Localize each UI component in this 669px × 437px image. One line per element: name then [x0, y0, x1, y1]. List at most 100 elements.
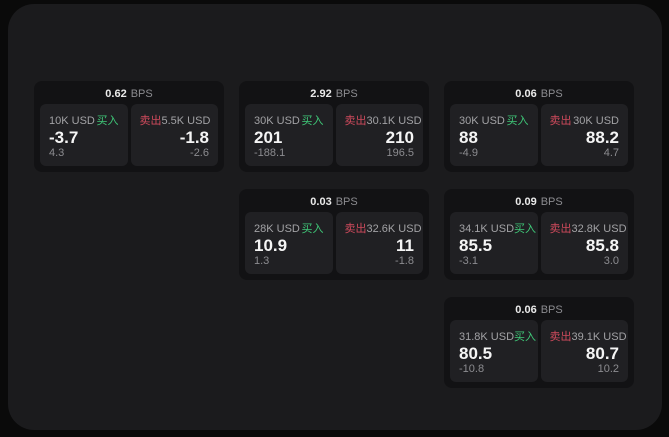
sell-pane-top: 卖出 30K USD	[550, 112, 620, 128]
buy-notional-amount: 31.8K USD	[459, 331, 515, 343]
spread-value: 0.62	[105, 88, 127, 100]
sell-pane-top: 卖出 39.1K USD	[549, 328, 627, 344]
quote-panes: 31.8K USD 买入 80.5 -10.8 卖出 39.1K USD 80.…	[450, 320, 628, 382]
sell-quote-value: 210	[385, 127, 414, 147]
sell-delta-value: -1.8	[395, 255, 414, 267]
sell-pane-top: 卖出 5.5K USD	[139, 112, 211, 128]
buy-side-label: 买入	[301, 115, 324, 127]
sell-delta-value: 196.5	[386, 147, 414, 159]
quote-card: 2.92 BPS 30K USD 买入 201 -188.1 卖出 30.1K U…	[239, 81, 429, 172]
spread-header: 0.03 BPS	[245, 194, 423, 210]
quote-card: 0.03 BPS 28K USD 买入 10.9 1.3 卖出 32.6K USD…	[239, 189, 429, 280]
quote-card: 0.06 BPS 31.8K USD 买入 80.5 -10.8 卖出 39.1K…	[444, 297, 634, 388]
buy-quote-value: 88	[459, 127, 478, 147]
buy-quote-value: -3.7	[49, 127, 79, 147]
quote-card: 0.09 BPS 34.1K USD 买入 85.5 -3.1 卖出 32.8K …	[444, 189, 634, 280]
sell-side-label: 卖出	[139, 115, 162, 127]
buy-pane-top: 31.8K USD 买入	[459, 328, 536, 344]
sell-quote-value: 11	[396, 235, 414, 255]
spread-value: 0.09	[515, 196, 537, 208]
buy-pane[interactable]: 30K USD 买入 201 -188.1	[245, 104, 333, 166]
spread-value: 0.06	[515, 88, 537, 100]
sell-quote-value: 80.7	[585, 343, 619, 363]
quote-panes: 30K USD 买入 88 -4.9 卖出 30K USD 88.2 4.7	[450, 104, 628, 166]
spread-header: 0.62 BPS	[40, 86, 218, 102]
sell-side-label: 卖出	[549, 115, 572, 127]
bps-unit-label: BPS	[335, 88, 358, 100]
sell-pane[interactable]: 卖出 30K USD 88.2 4.7	[540, 104, 628, 166]
sell-notional-amount: 30.1K USD	[366, 115, 422, 127]
buy-quote-value: 10.9	[254, 235, 288, 255]
bps-unit-label: BPS	[335, 196, 358, 208]
buy-pane[interactable]: 31.8K USD 买入 80.5 -10.8	[450, 320, 538, 382]
buy-side-label: 买入	[514, 331, 537, 343]
buy-notional-amount: 10K USD	[49, 115, 95, 127]
buy-notional-amount: 34.1K USD	[459, 223, 515, 235]
quote-card: 0.62 BPS 10K USD 买入 -3.7 4.3 卖出 5.5K USD …	[34, 81, 224, 172]
buy-delta-value: -3.1	[459, 255, 478, 267]
sell-side-label: 卖出	[344, 115, 367, 127]
buy-delta-value: -188.1	[254, 147, 286, 159]
buy-pane[interactable]: 34.1K USD 买入 85.5 -3.1	[450, 212, 538, 274]
bps-unit-label: BPS	[540, 304, 563, 316]
quote-panes: 28K USD 买入 10.9 1.3 卖出 32.6K USD 11 -1.8	[245, 212, 423, 274]
buy-notional-amount: 30K USD	[254, 115, 300, 127]
bps-unit-label: BPS	[540, 196, 563, 208]
spread-value: 2.92	[310, 88, 332, 100]
quote-card: 0.06 BPS 30K USD 买入 88 -4.9 卖出 30K USD 88…	[444, 81, 634, 172]
buy-side-label: 买入	[506, 115, 529, 127]
sell-side-label: 卖出	[549, 223, 572, 235]
buy-pane-top: 34.1K USD 买入	[459, 220, 536, 236]
buy-delta-value: 4.3	[49, 147, 65, 159]
sell-notional-amount: 32.6K USD	[366, 223, 422, 235]
sell-quote-value: 88.2	[585, 127, 619, 147]
buy-pane[interactable]: 28K USD 买入 10.9 1.3	[245, 212, 333, 274]
dashboard-panel: 0.62 BPS 10K USD 买入 -3.7 4.3 卖出 5.5K USD …	[8, 4, 662, 430]
cards-grid: 0.62 BPS 10K USD 买入 -3.7 4.3 卖出 5.5K USD …	[34, 81, 634, 388]
sell-pane[interactable]: 卖出 30.1K USD 210 196.5	[335, 104, 423, 166]
sell-pane-top: 卖出 30.1K USD	[344, 112, 422, 128]
sell-delta-value: 3.0	[603, 255, 619, 267]
spread-header: 0.06 BPS	[450, 86, 628, 102]
buy-pane-top: 30K USD 买入	[459, 112, 529, 128]
spread-value: 0.06	[515, 304, 537, 316]
buy-pane[interactable]: 30K USD 买入 88 -4.9	[450, 104, 538, 166]
sell-delta-value: 4.7	[603, 147, 619, 159]
bps-unit-label: BPS	[540, 88, 563, 100]
buy-pane-top: 10K USD 买入	[49, 112, 119, 128]
bps-unit-label: BPS	[130, 88, 153, 100]
sell-delta-value: -2.6	[190, 147, 209, 159]
sell-notional-amount: 32.8K USD	[571, 223, 627, 235]
buy-side-label: 买入	[301, 223, 324, 235]
sell-pane[interactable]: 卖出 32.6K USD 11 -1.8	[335, 212, 423, 274]
buy-quote-value: 201	[254, 127, 283, 147]
spread-header: 0.06 BPS	[450, 302, 628, 318]
sell-notional-amount: 30K USD	[573, 115, 619, 127]
sell-side-label: 卖出	[549, 331, 572, 343]
spread-value: 0.03	[310, 196, 332, 208]
buy-side-label: 买入	[96, 115, 119, 127]
quote-panes: 30K USD 买入 201 -188.1 卖出 30.1K USD 210 1…	[245, 104, 423, 166]
sell-pane[interactable]: 卖出 32.8K USD 85.8 3.0	[540, 212, 628, 274]
sell-pane[interactable]: 卖出 39.1K USD 80.7 10.2	[540, 320, 628, 382]
buy-delta-value: -10.8	[459, 363, 485, 375]
quote-panes: 10K USD 买入 -3.7 4.3 卖出 5.5K USD -1.8 -2.…	[40, 104, 218, 166]
buy-pane-top: 30K USD 买入	[254, 112, 324, 128]
buy-quote-value: 85.5	[459, 235, 493, 255]
buy-delta-value: -4.9	[459, 147, 478, 159]
spread-header: 0.09 BPS	[450, 194, 628, 210]
sell-notional-amount: 5.5K USD	[161, 115, 211, 127]
buy-pane[interactable]: 10K USD 买入 -3.7 4.3	[40, 104, 128, 166]
spread-header: 2.92 BPS	[245, 86, 423, 102]
sell-notional-amount: 39.1K USD	[571, 331, 627, 343]
sell-delta-value: 10.2	[597, 363, 619, 375]
sell-pane-top: 卖出 32.6K USD	[344, 220, 422, 236]
quote-panes: 34.1K USD 买入 85.5 -3.1 卖出 32.8K USD 85.8…	[450, 212, 628, 274]
sell-pane[interactable]: 卖出 5.5K USD -1.8 -2.6	[130, 104, 218, 166]
buy-quote-value: 80.5	[459, 343, 493, 363]
sell-quote-value: -1.8	[179, 127, 209, 147]
buy-delta-value: 1.3	[254, 255, 270, 267]
sell-side-label: 卖出	[344, 223, 367, 235]
sell-pane-top: 卖出 32.8K USD	[549, 220, 627, 236]
